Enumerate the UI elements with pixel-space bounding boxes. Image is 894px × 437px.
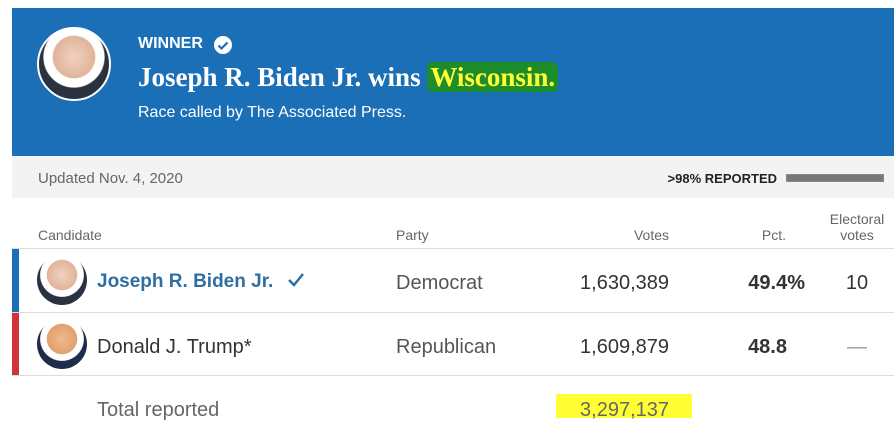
winner-photo — [37, 27, 111, 101]
party-stripe — [12, 313, 19, 375]
percent: 48.8 — [748, 336, 787, 358]
votes: 1,630,389 — [580, 272, 669, 294]
candidate-photo — [37, 319, 87, 369]
headline-text: Joseph R. Biden Jr. wins — [138, 62, 421, 92]
party: Democrat — [396, 272, 483, 294]
divider — [12, 248, 894, 249]
candidate-name: Joseph R. Biden Jr. — [97, 271, 274, 292]
column-header: Pct. — [761, 227, 786, 243]
electoral-votes: — — [847, 336, 867, 358]
reported: >98% REPORTED — [667, 171, 777, 186]
candidate-photo — [37, 255, 87, 305]
party: Republican — [396, 336, 497, 358]
percent: 49.4% — [748, 272, 805, 294]
divider — [12, 312, 894, 313]
winner-check — [288, 273, 304, 287]
electoral-votes: 10 — [845, 272, 869, 294]
updated: Updated Nov. 4, 2020 — [38, 170, 183, 187]
column-header: Votes — [633, 227, 669, 243]
verified-icon — [214, 36, 232, 54]
column-header: Party — [396, 227, 429, 243]
candidate-name: Donald J. Trump* — [97, 336, 252, 358]
progress-bar — [786, 174, 884, 182]
column-header: Electoral votes — [829, 211, 885, 243]
headline: Joseph R. Biden Jr. wins Wisconsin. — [138, 62, 559, 93]
divider — [12, 375, 894, 376]
status-bar — [12, 156, 894, 198]
column-header: Candidate — [38, 227, 102, 243]
highlight — [556, 394, 692, 418]
subtitle: Race called by The Associated Press. — [138, 104, 407, 121]
votes: 1,609,879 — [580, 336, 669, 358]
total-label: Total reported — [97, 399, 220, 421]
state-highlight: Wisconsin. — [427, 62, 559, 92]
party-stripe — [12, 249, 19, 312]
winner-label: WINNER — [138, 35, 203, 52]
total-votes: 3,297,137 — [580, 399, 669, 421]
